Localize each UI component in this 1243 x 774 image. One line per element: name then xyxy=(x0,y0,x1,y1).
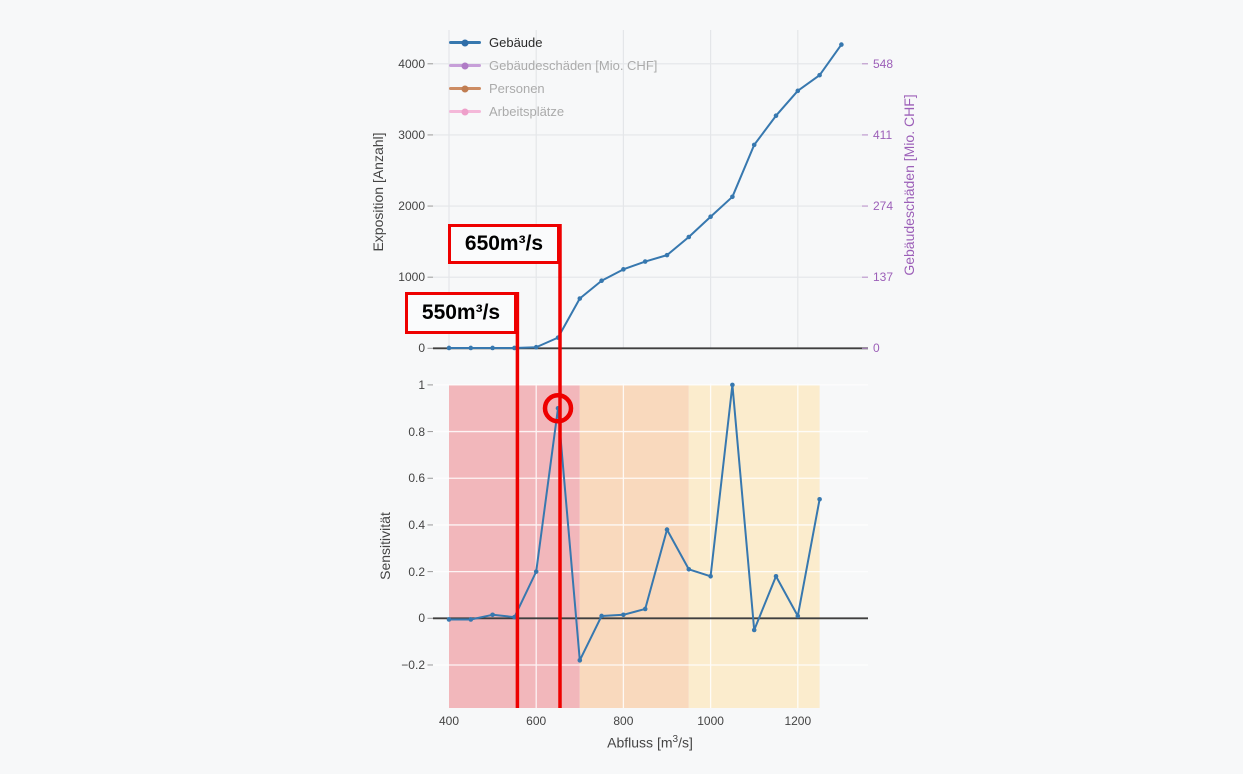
bottom-left-tick-label: 1 xyxy=(418,377,425,392)
legend-marker-dot xyxy=(461,39,469,46)
top-left-tick-label: 3000 xyxy=(398,127,425,142)
legend-label: Gebäudeschäden [Mio. CHF] xyxy=(489,58,658,73)
bottom-left-tick-label: 0 xyxy=(418,611,425,626)
sensitivitaet-line xyxy=(449,383,821,662)
band-orange xyxy=(579,384,689,708)
legend-label: Arbeitsplätze xyxy=(489,104,565,119)
legend: Gebäude Gebäudeschäden [Mio. CHF] Person… xyxy=(449,31,657,123)
bottom-left-tick-label: −0.2 xyxy=(401,657,425,672)
legend-item-gebaeude[interactable]: Gebäude xyxy=(449,31,657,54)
highlight-circle xyxy=(542,392,574,424)
top-left-tick-label: 1000 xyxy=(398,270,425,285)
bottom-left-tick-label: 0.2 xyxy=(408,564,425,579)
top-left-tick-label: 2000 xyxy=(398,199,425,214)
top-left-axis-title: Exposition [Anzahl] xyxy=(370,132,386,252)
annotation-box-650: 650m³/s xyxy=(448,224,560,264)
legend-label: Gebäude xyxy=(489,35,543,50)
top-left-tick-label: 4000 xyxy=(398,56,425,71)
top-right-tick-label: 548 xyxy=(873,56,894,71)
x-tick-label: 1000 xyxy=(697,714,724,728)
annotation-label-550: 550m³/s xyxy=(421,301,501,324)
bottom-left-tick-label: 0.6 xyxy=(408,471,425,486)
annotation-box-550: 550m³/s xyxy=(405,292,517,334)
legend-line-swatch xyxy=(449,108,481,115)
legend-line-swatch xyxy=(449,39,481,46)
legend-item-arbeitsplaetze[interactable]: Arbeitsplätze xyxy=(449,100,657,123)
top-right-tick-label: 137 xyxy=(873,270,894,285)
legend-line-swatch xyxy=(449,85,481,92)
legend-label: Personen xyxy=(489,81,545,96)
legend-line-swatch xyxy=(449,62,481,69)
bottom-left-tick-label: 0.4 xyxy=(408,517,425,532)
legend-item-personen[interactable]: Personen xyxy=(449,77,657,100)
band-yellow xyxy=(688,384,820,708)
legend-marker-dot xyxy=(461,108,469,115)
axis-tick-marks xyxy=(427,63,868,666)
top-right-tick-label: 411 xyxy=(873,127,893,142)
legend-marker-dot xyxy=(461,85,469,92)
x-tick-label: 1200 xyxy=(784,714,812,728)
bottom-left-tick-label: 0.8 xyxy=(408,424,425,439)
top-right-tick-label: 274 xyxy=(873,199,894,214)
top-left-tick-label: 0 xyxy=(418,341,425,356)
x-tick-label: 600 xyxy=(526,714,547,728)
annotation-label-650: 650m³/s xyxy=(464,232,544,255)
top-right-tick-label: 0 xyxy=(873,341,880,356)
sensitivitaet-points xyxy=(446,382,822,663)
legend-marker-dot xyxy=(461,62,469,69)
x-tick-label: 800 xyxy=(613,714,634,728)
x-tick-label: 400 xyxy=(438,714,460,728)
top-right-axis-title: Gebäudeschäden [Mio. CHF] xyxy=(901,94,917,276)
band-red xyxy=(449,384,580,708)
gebaeude-points xyxy=(446,42,844,351)
top-gridlines xyxy=(433,30,868,349)
legend-item-gebaeudeschaeden[interactable]: Gebäudeschäden [Mio. CHF] xyxy=(449,54,657,77)
bottom-gridlines xyxy=(433,383,868,708)
x-axis-title: Abfluss [m3/s] xyxy=(607,734,693,751)
